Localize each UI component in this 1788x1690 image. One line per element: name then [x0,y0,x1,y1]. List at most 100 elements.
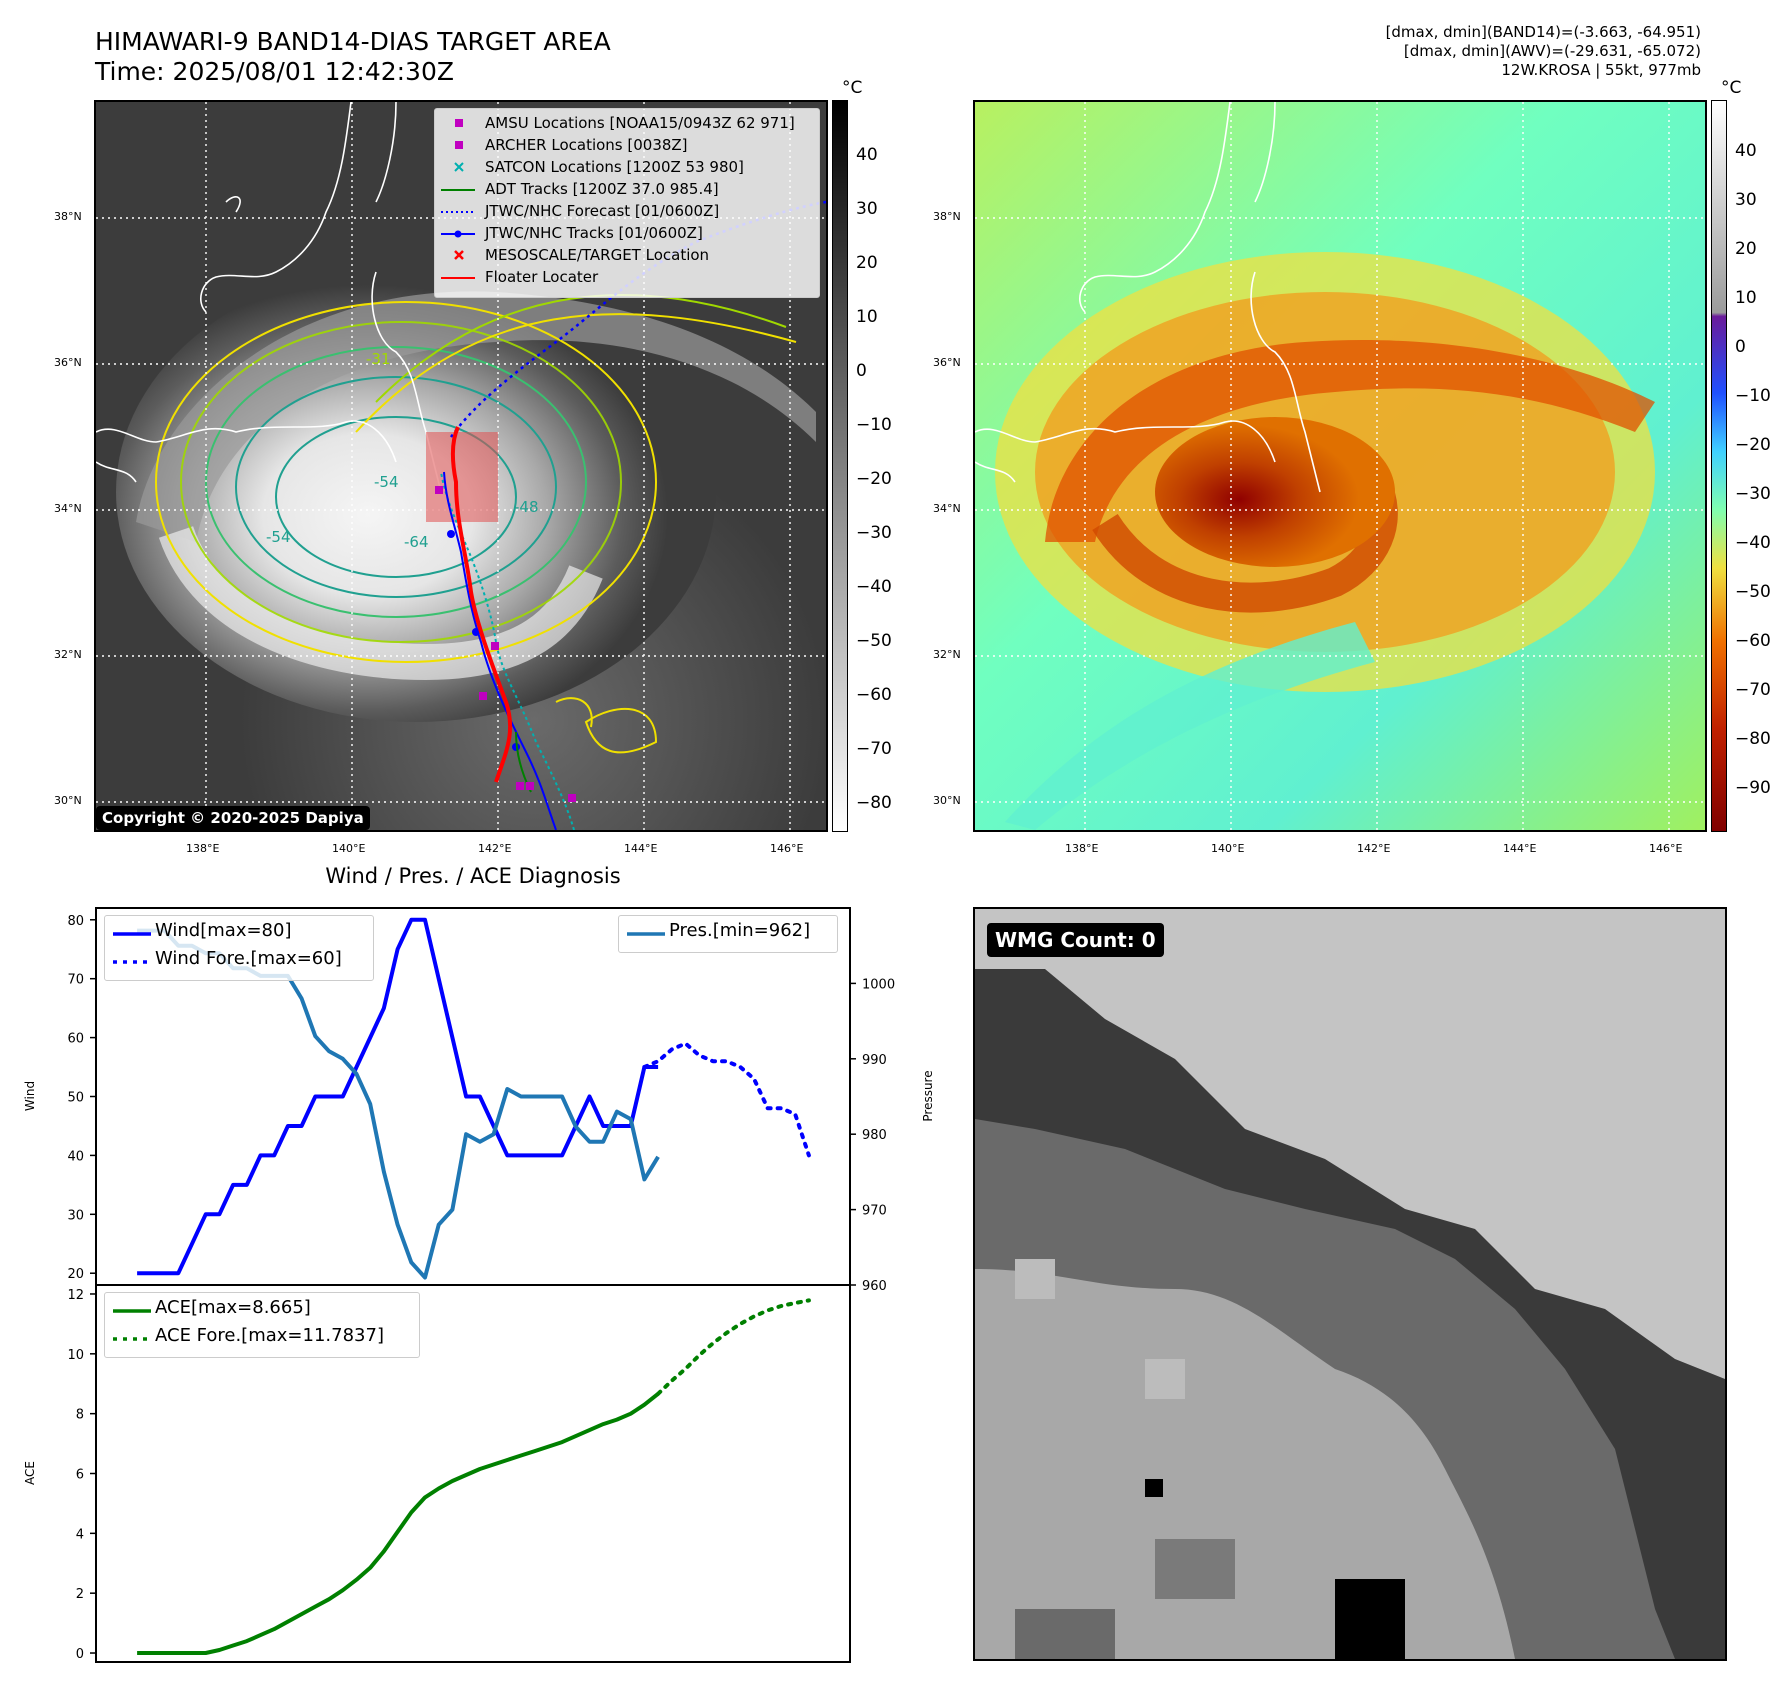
lon-tick: 138°E [1065,842,1099,855]
wmg-image [975,909,1725,1659]
lat-tick: 32°N [54,648,82,661]
title-line-1: HIMAWARI-9 BAND14-DIAS TARGET AREA [95,27,611,56]
contour-label: -54 [374,473,399,491]
lon-tick: 142°E [1357,842,1391,855]
ace-ylabel: ACE [23,1461,37,1485]
awv-colorbar-tick: −60 [1735,631,1771,651]
lon-tick: 142°E [478,842,512,855]
ace-legend: ACE[max=8.665] ACE Fore.[max=11.7837] [104,1292,420,1358]
figure-title: HIMAWARI-9 BAND14-DIAS TARGET AREA Time:… [95,27,611,87]
ir-colorbar-tick: −20 [856,469,892,489]
ace-ytick-label: 10 [67,1348,84,1363]
ace-ytick-label: 0 [76,1647,84,1662]
awv-colorbar [1711,100,1727,832]
contour-label: -48 [514,498,539,516]
awv-colorbar-tick: −50 [1735,582,1771,602]
awv-colorbar-tick: −80 [1735,729,1771,749]
lat-tick: 34°N [54,502,82,515]
awv-colorbar-tick: −40 [1735,533,1771,553]
pressure-legend: Pres.[min=962] [618,915,838,953]
awv-colorbar-tick: 10 [1735,288,1757,308]
lon-tick: 140°E [332,842,366,855]
ir-colorbar-tick: 30 [856,199,878,219]
ir-colorbar-tick: 10 [856,307,878,327]
ir-legend: AMSU Locations [NOAA15/0943Z 62 971] ARC… [434,108,820,298]
ace-forecast-line [656,1298,811,1396]
info-band14: [dmax, dmin](BAND14)=(-3.663, -64.951) [1385,23,1701,41]
awv-colorbar-tick: 0 [1735,337,1746,357]
lat-tick: 38°N [54,210,82,223]
pressure-ytick-label: 1000 [862,977,895,992]
copyright-badge: Copyright © 2020-2025 Dapiya [96,806,370,830]
ace-series-line [137,1392,660,1655]
ir-colorbar-tick: −70 [856,739,892,759]
ir-colorbar-tick: −30 [856,523,892,543]
title-line-2: Time: 2025/08/01 12:42:30Z [95,57,454,86]
storm-info: [dmax, dmin](BAND14)=(-3.663, -64.951) [… [1386,23,1701,80]
ir-colorbar-tick: −50 [856,631,892,651]
ir-colorbar-tick: −60 [856,685,892,705]
ir-colorbar-tick: 0 [856,361,867,381]
pressure-ylabel: Pressure [921,1070,935,1121]
ir-colorbar-tick: −80 [856,793,892,813]
awv-colorbar-tick: −10 [1735,386,1771,406]
wind-legend: Wind[max=80] Wind Fore.[max=60] [104,915,374,981]
awv-map-panel [973,100,1707,832]
awv-colorbar-unit: °C [1721,78,1742,98]
diagnosis-title: Wind / Pres. / ACE Diagnosis [325,864,621,888]
awv-colorbar-tick: −90 [1735,778,1771,798]
ir-colorbar-tick: −10 [856,415,892,435]
lat-tick: 38°N [933,210,961,223]
contour-label: -54 [266,528,291,546]
lat-tick: 30°N [933,794,961,807]
awv-colorbar-tick: −30 [1735,484,1771,504]
ir-colorbar-tick: −40 [856,577,892,597]
lon-tick: 138°E [186,842,220,855]
contour-label: -31 [366,350,391,368]
wmg-count-badge: WMG Count: 0 [987,923,1164,957]
awv-map-image [975,102,1705,830]
lon-tick: 146°E [1649,842,1683,855]
lon-tick: 144°E [624,842,658,855]
ace-ytick-label: 4 [76,1527,84,1542]
wind-ytick-label: 20 [67,1267,84,1282]
ace-ytick-label: 12 [67,1288,84,1303]
lat-tick: 30°N [54,794,82,807]
info-awv: [dmax, dmin](AWV)=(-29.631, -65.072) [1403,42,1701,60]
wmg-panel: WMG Count: 0 [973,907,1727,1661]
ir-colorbar [832,100,848,832]
lon-tick: 140°E [1211,842,1245,855]
ir-map-panel: -54 -64 -31 -54 -48 AMSU Locations [NOAA… [94,100,828,832]
pressure-ytick-label: 990 [862,1053,887,1068]
wind-series-line [137,917,659,1276]
awv-colorbar-tick: 20 [1735,239,1757,259]
pressure-ytick-label: 970 [862,1204,887,1219]
pressure-ytick-label: 980 [862,1128,887,1143]
awv-colorbar-tick: 30 [1735,190,1757,210]
pressure-series-line [137,928,660,1280]
ir-colorbar-tick: 20 [856,253,878,273]
ace-plot-frame [95,1284,851,1663]
ir-colorbar-unit: °C [842,78,863,98]
ace-plot: 12 10 8 6 4 2 0 [67,1288,811,1662]
ace-ytick-label: 2 [76,1587,84,1602]
contour-label: -64 [404,533,429,551]
lat-tick: 32°N [933,648,961,661]
wind-ytick-label: 70 [67,973,84,988]
wind-ytick-label: 50 [67,1091,84,1106]
wind-ytick-label: 80 [67,914,84,929]
info-storm: 12W.KROSA | 55kt, 977mb [1501,61,1701,79]
awv-colorbar-tick: −70 [1735,680,1771,700]
lon-tick: 146°E [770,842,804,855]
lat-tick: 36°N [54,356,82,369]
lat-tick: 34°N [933,502,961,515]
ace-ytick-label: 6 [76,1468,84,1483]
pressure-ytick-label: 960 [862,1279,887,1294]
ace-ytick-label: 8 [76,1408,84,1423]
wind-ylabel: Wind [23,1081,37,1111]
lon-tick: 144°E [1503,842,1537,855]
lat-tick: 36°N [933,356,961,369]
wind-forecast-line [642,1041,811,1158]
wind-ytick-label: 40 [67,1149,84,1164]
